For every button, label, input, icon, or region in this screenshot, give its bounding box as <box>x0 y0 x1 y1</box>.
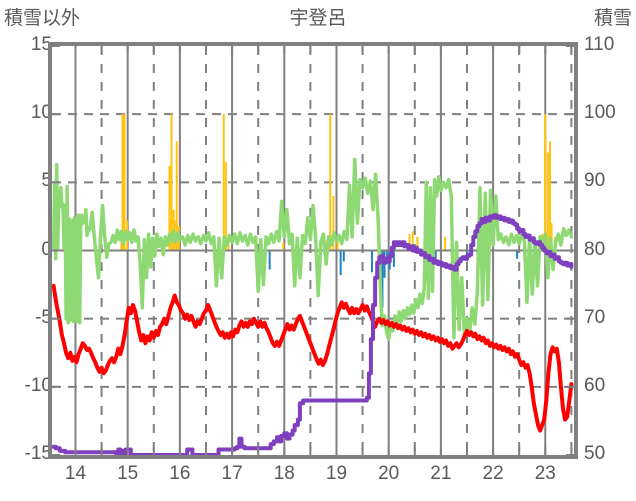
orange-bar <box>170 114 173 251</box>
x-axis-tick-20: 20 <box>378 463 400 484</box>
y-axis-right-tick-80: 80 <box>584 238 606 260</box>
orange-bar <box>329 114 332 251</box>
lines-layer <box>52 157 574 455</box>
x-axis-tick-15: 15 <box>117 463 139 484</box>
orange-bar <box>332 195 335 251</box>
x-axis-tick-18: 18 <box>273 463 295 484</box>
blue-bar <box>268 250 271 270</box>
blue-bar <box>381 250 384 308</box>
right-axis-unit-label: 積雪 <box>593 8 632 29</box>
y-axis-left-tick--15: -15 <box>24 443 52 464</box>
purple-line-snow-depth <box>52 213 574 455</box>
orange-bar <box>416 236 419 251</box>
orange-bar <box>222 114 225 251</box>
y-axis-left-tick--5: -5 <box>35 306 52 328</box>
y-axis-right-tick-60: 60 <box>584 374 606 396</box>
blue-bar <box>434 250 437 265</box>
orange-bar <box>282 242 285 251</box>
y-axis-right-tick-50: 50 <box>584 443 606 464</box>
orange-bar <box>224 161 227 251</box>
orange-bar <box>546 152 549 251</box>
y-axis-right-tick-100: 100 <box>584 102 616 124</box>
orange-bar <box>544 114 547 251</box>
y-axis-left-tick--10: -10 <box>24 374 52 396</box>
orange-bar <box>408 234 411 251</box>
blue-bar <box>392 250 395 267</box>
orange-bar <box>336 239 339 251</box>
green-line <box>52 157 574 341</box>
y-axis-left-tick-0: 0 <box>41 238 52 260</box>
plot-inner <box>52 46 574 455</box>
x-axis-tick-23: 23 <box>534 463 556 484</box>
y-axis-left-tick-5: 5 <box>41 170 52 192</box>
page-title: 宇登呂 <box>289 8 347 29</box>
y-axis-right-tick-70: 70 <box>584 306 606 328</box>
y-axis-right-tick-110: 110 <box>584 34 615 55</box>
blue-bar <box>516 250 519 259</box>
orange-bar <box>411 231 414 251</box>
orange-bar <box>548 141 551 251</box>
x-axis-tick-21: 21 <box>430 463 452 484</box>
x-axis-tick-16: 16 <box>169 463 191 484</box>
y-axis-right-tick-90: 90 <box>584 170 606 192</box>
y-axis-left-tick-15: 15 <box>30 34 52 55</box>
x-axis-tick-19: 19 <box>325 463 348 484</box>
plot-area <box>48 42 578 459</box>
orange-bar <box>175 141 178 251</box>
blue-bar <box>342 250 345 262</box>
y-axis-left-tick-10: 10 <box>30 102 52 124</box>
blue-bar <box>370 250 373 273</box>
blue-bar <box>339 250 342 276</box>
x-axis-tick-14: 14 <box>64 463 87 484</box>
left-axis-unit-label: 積雪以外 <box>4 8 81 29</box>
red-line <box>52 283 574 433</box>
orange-bar <box>168 165 171 251</box>
orange-bar <box>444 236 447 251</box>
x-axis-tick-17: 17 <box>221 463 243 484</box>
orange-bar <box>121 114 126 251</box>
x-axis-tick-22: 22 <box>482 463 504 484</box>
orange-bar <box>120 236 123 251</box>
